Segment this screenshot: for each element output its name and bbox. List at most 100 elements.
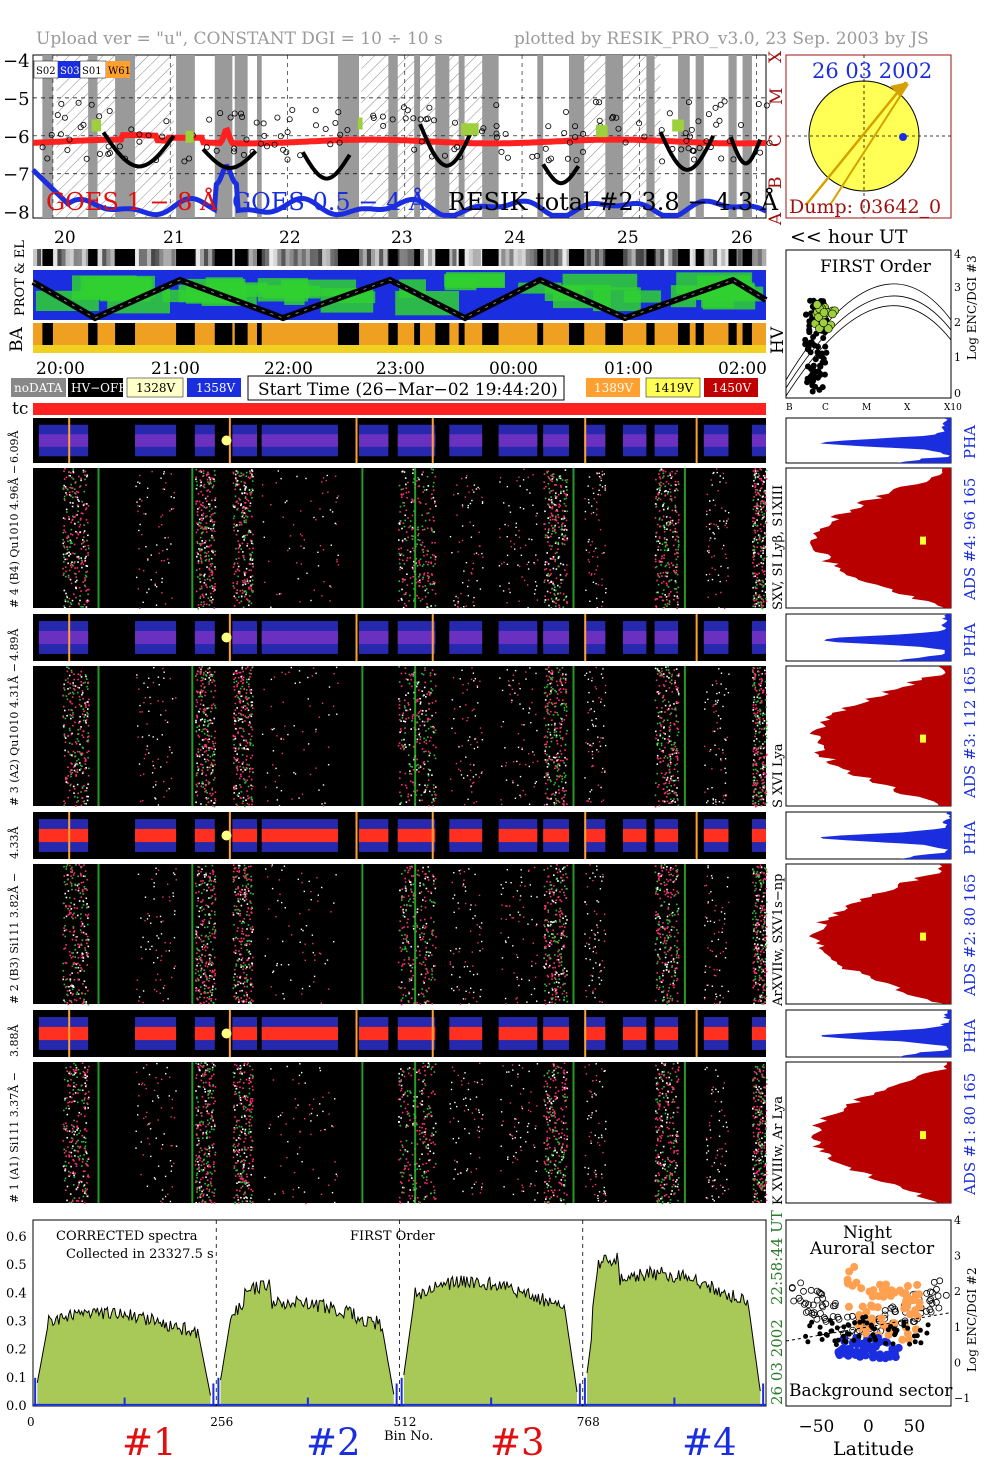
- spectrum-count: [467, 585, 469, 588]
- grey-strip-cell: [358, 249, 364, 266]
- spectrum-count: [431, 493, 433, 495]
- spectrum-count: [760, 555, 762, 557]
- spectrum-count: [239, 744, 242, 746]
- spectrum-count: [66, 698, 69, 701]
- spectrum-count: [552, 581, 554, 584]
- resik-point: [96, 113, 103, 120]
- spectrum-count: [199, 544, 202, 547]
- prot-map-green: [593, 287, 641, 312]
- spectrum-count: [762, 718, 765, 720]
- spectrum-count: [75, 742, 78, 745]
- spectrum-count: [242, 579, 244, 582]
- spectrum-count: [764, 477, 766, 479]
- spectrum-count: [401, 539, 404, 542]
- spectrum-count: [244, 489, 246, 491]
- spectrum-count: [665, 522, 668, 524]
- spectrum-count: [205, 528, 208, 531]
- spectrum-count: [296, 475, 298, 478]
- spectrum-count: [764, 741, 766, 743]
- spectrum-count: [677, 519, 680, 521]
- spectrum-count: [601, 486, 604, 488]
- spectrum-count: [208, 738, 211, 740]
- spectrum-count: [405, 509, 408, 512]
- spectrum-count: [536, 512, 538, 515]
- spectrum-count: [74, 765, 76, 767]
- spectrum-count: [232, 734, 235, 737]
- spectrum-count: [64, 566, 67, 568]
- spectrum-count: [208, 747, 210, 749]
- grey-strip-cell: [639, 249, 645, 266]
- spectrum-count: [62, 567, 64, 570]
- spectrum-count: [86, 711, 88, 714]
- spectrum-count: [246, 755, 248, 758]
- spectrum-count: [409, 551, 412, 553]
- spectrum-count: [597, 584, 600, 586]
- spectrum-count: [546, 710, 548, 713]
- spectrum-count: [657, 575, 659, 577]
- pha-band-inner: [232, 630, 258, 645]
- spectrum-count: [678, 544, 680, 546]
- spectrum-count: [72, 502, 74, 504]
- first-order-point: [815, 351, 822, 358]
- spectrum-count: [74, 481, 77, 483]
- resik-point: [564, 155, 571, 162]
- spectrum-count: [669, 491, 672, 493]
- spectrum-count: [291, 798, 293, 800]
- hour-ut-label: << hour UT: [790, 226, 908, 248]
- spectrum-count: [546, 736, 549, 739]
- spectrum-count: [337, 495, 340, 497]
- grey-strip-cell: [517, 249, 522, 266]
- spectrum-count: [81, 500, 84, 503]
- spectrum-count: [80, 543, 83, 545]
- spectrum-count: [68, 789, 71, 792]
- row-label-ba: BA: [7, 327, 27, 352]
- resik-point: [213, 147, 220, 154]
- spectrum-count: [668, 600, 671, 602]
- spectrum-count: [201, 745, 203, 748]
- spectrum-count: [674, 680, 676, 682]
- spectrum-count: [674, 572, 677, 575]
- spectrum-count: [238, 551, 240, 553]
- spectrum-count: [545, 724, 547, 727]
- spectrum-count: [276, 735, 278, 737]
- grey-strip-cell: [428, 249, 433, 266]
- spectrum-count: [465, 605, 467, 607]
- spectrum-count: [195, 478, 197, 481]
- spectrum-count: [601, 578, 603, 580]
- spectrum-count: [472, 568, 474, 570]
- spectrum-count: [754, 776, 756, 779]
- spectrum-count: [211, 508, 213, 510]
- spectrum-count: [408, 600, 410, 602]
- spectrum-count: [556, 778, 558, 781]
- spectrum-count: [202, 673, 205, 676]
- spectrum-count: [765, 493, 767, 495]
- spectrum-count: [246, 471, 248, 474]
- spectrum-count: [763, 600, 765, 603]
- grey-strip-cell: [472, 249, 478, 266]
- spectrum-count: [760, 795, 763, 797]
- spectrum-count: [248, 803, 250, 806]
- spectrum-count: [234, 718, 236, 720]
- pha-streak: [355, 418, 358, 463]
- spectrum-count: [65, 776, 67, 779]
- spectrum-count: [655, 497, 657, 500]
- spectrum-count: [657, 739, 659, 741]
- spectrum-count: [214, 684, 217, 687]
- grey-strip-cell: [106, 249, 111, 266]
- spectrum-count: [755, 538, 758, 541]
- spectrum-count: [67, 766, 69, 768]
- spectrum-count: [83, 785, 85, 787]
- spectrum-count: [481, 501, 484, 503]
- spectrum-count: [201, 739, 204, 741]
- spectrum-count: [548, 755, 551, 758]
- spectrum-count: [753, 678, 755, 681]
- spectrum-count: [764, 699, 767, 701]
- spectrum-count: [401, 567, 403, 570]
- spectrum-count: [763, 720, 766, 722]
- spectrum-count: [432, 798, 435, 800]
- spectrum-count: [761, 679, 764, 681]
- spectrum-count: [603, 473, 605, 475]
- spectrum-count: [83, 603, 86, 606]
- spectrum-count: [197, 734, 200, 737]
- spectrum-count: [547, 482, 550, 485]
